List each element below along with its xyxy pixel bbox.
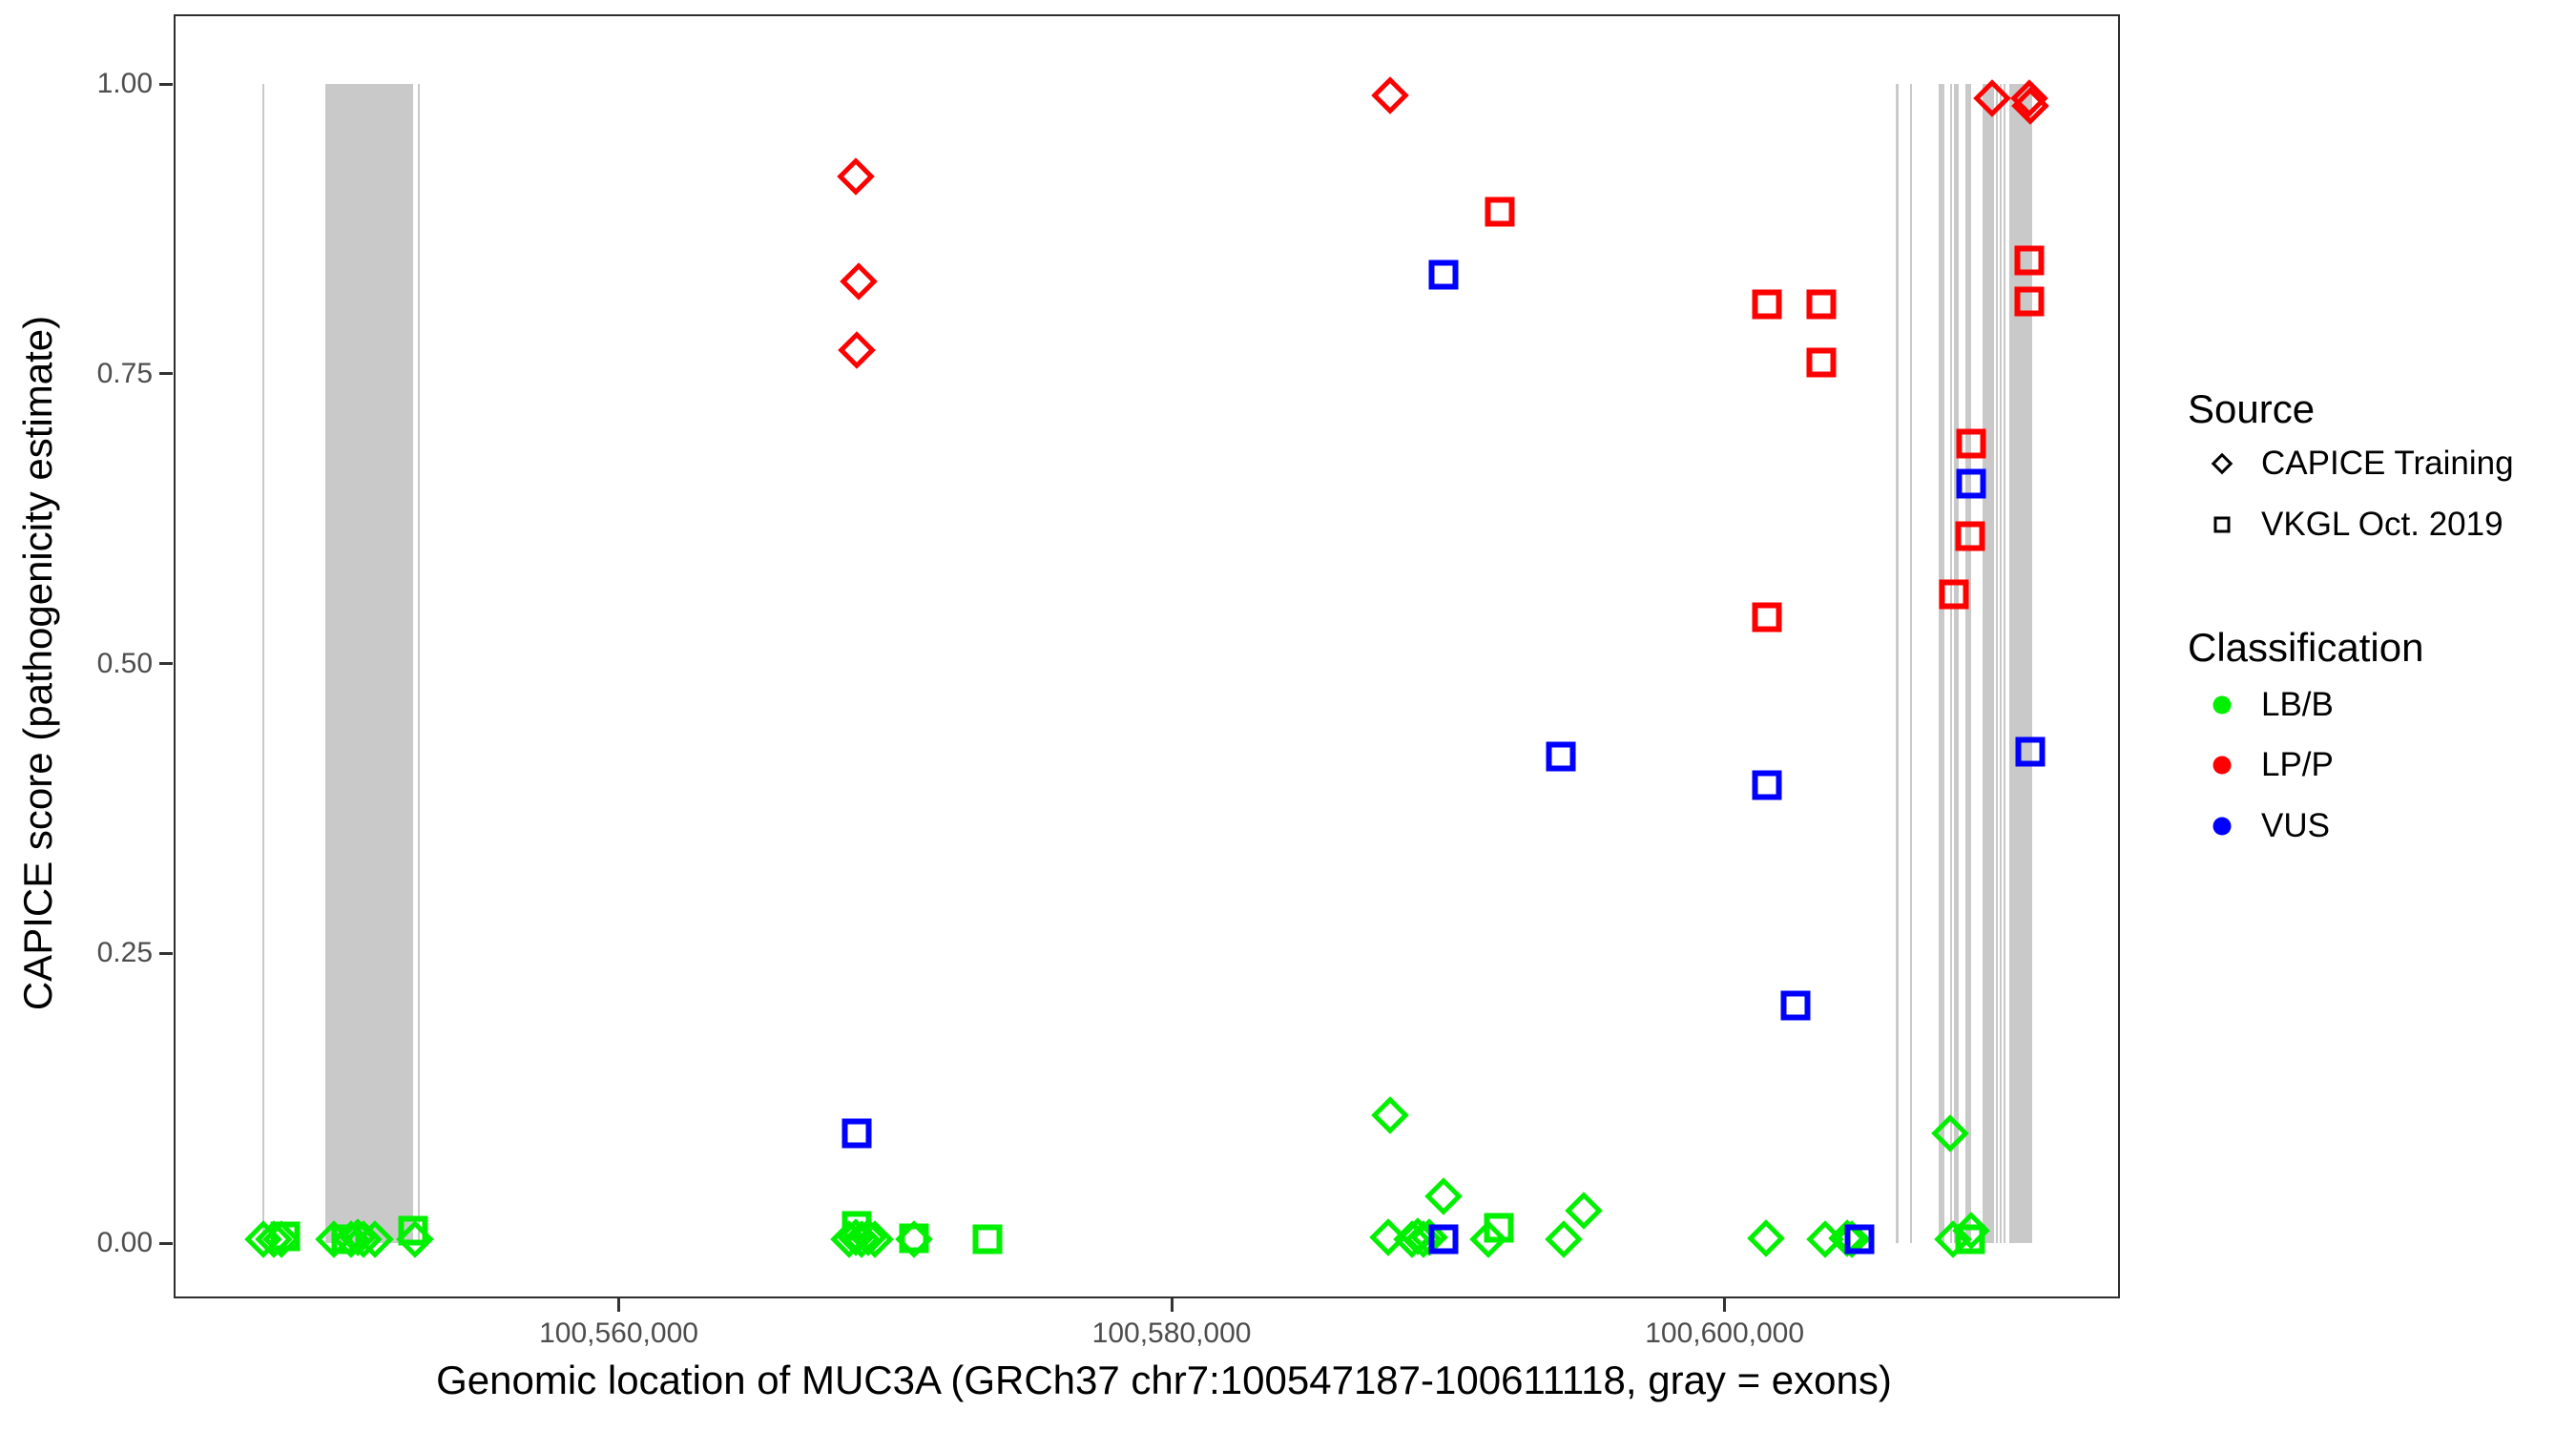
data-point-square bbox=[972, 1224, 1003, 1255]
exon-band bbox=[1895, 84, 1899, 1243]
exon-band bbox=[261, 84, 265, 1243]
y-axis-title: CAPICE score (pathogenicity estimate) bbox=[15, 315, 60, 1011]
y-axis-tick bbox=[159, 951, 173, 955]
data-point-square bbox=[2014, 245, 2045, 276]
vus-dot-icon bbox=[2212, 817, 2232, 836]
legend-item-vus: VUS bbox=[2261, 807, 2330, 844]
data-point-square bbox=[1956, 468, 1986, 499]
data-point-square bbox=[1806, 347, 1837, 378]
plot-panel bbox=[174, 14, 2120, 1298]
lpp-dot-icon bbox=[2212, 756, 2232, 775]
data-point-square bbox=[841, 1211, 872, 1241]
data-point-square bbox=[1428, 1224, 1459, 1255]
legend-item-capice-training: CAPICE Training bbox=[2261, 445, 2514, 482]
y-axis-tick bbox=[159, 372, 173, 376]
y-axis-tick bbox=[159, 82, 173, 86]
data-point-square bbox=[1484, 1213, 1514, 1243]
legend-item-lbb: LB/B bbox=[2261, 686, 2334, 723]
exon-band bbox=[1910, 84, 1913, 1243]
data-point-square bbox=[398, 1215, 428, 1246]
data-point-square bbox=[2014, 286, 2045, 317]
exon-band bbox=[1965, 84, 1972, 1243]
data-point-square bbox=[1806, 289, 1837, 320]
data-point-square bbox=[1546, 741, 1576, 772]
data-point-square bbox=[1956, 428, 1986, 459]
data-point-square bbox=[1428, 259, 1459, 290]
legend-item-vkgl: VKGL Oct. 2019 bbox=[2261, 506, 2503, 543]
data-point-square bbox=[1752, 770, 1782, 800]
exon-band bbox=[1950, 84, 1953, 1243]
exon-band bbox=[1953, 84, 1960, 1243]
x-axis-tick-label: 100,580,000 bbox=[1091, 1317, 1252, 1349]
x-axis-tick bbox=[1170, 1298, 1174, 1312]
exon-band bbox=[2008, 84, 2032, 1243]
x-axis-title: Genomic location of MUC3A (GRCh37 chr7:1… bbox=[436, 1358, 1892, 1402]
exon-band bbox=[418, 84, 421, 1243]
exon-band bbox=[1999, 84, 2003, 1243]
y-axis-tick-label: 0.50 bbox=[96, 647, 153, 679]
legend-item-lpp: LP/P bbox=[2261, 746, 2334, 783]
y-axis-tick bbox=[159, 1241, 173, 1245]
data-point-square bbox=[1955, 521, 1985, 551]
legend-source-title: Source bbox=[2188, 386, 2316, 431]
data-point-square bbox=[1939, 579, 1969, 610]
data-point-square bbox=[270, 1221, 301, 1252]
data-point-square bbox=[1752, 602, 1782, 633]
data-point-square bbox=[1752, 289, 1782, 320]
data-point-square bbox=[899, 1223, 929, 1254]
data-point-square bbox=[1780, 990, 1811, 1021]
data-point-square bbox=[841, 1118, 872, 1149]
y-axis-tick-label: 0.75 bbox=[96, 357, 153, 389]
y-axis-tick-label: 0.25 bbox=[96, 937, 153, 969]
data-point-square bbox=[2015, 736, 2046, 767]
exon-band bbox=[1982, 84, 1994, 1243]
y-axis-tick-label: 0.00 bbox=[96, 1227, 153, 1258]
exon-band bbox=[1995, 84, 1999, 1243]
data-point-square bbox=[1485, 197, 1515, 227]
legend-classification-title: Classification bbox=[2188, 625, 2424, 670]
y-axis-tick bbox=[159, 662, 173, 665]
data-point-square bbox=[331, 1224, 362, 1255]
vkgl-square-icon bbox=[2213, 516, 2231, 533]
lbb-dot-icon bbox=[2212, 695, 2232, 715]
exon-band bbox=[325, 84, 413, 1243]
y-axis-tick-label: 1.00 bbox=[96, 68, 153, 99]
x-axis-tick bbox=[1723, 1298, 1727, 1312]
exon-band bbox=[2004, 84, 2006, 1243]
capice-training-diamond-icon bbox=[2211, 452, 2233, 475]
x-axis-tick-label: 100,560,000 bbox=[539, 1317, 698, 1349]
x-axis-tick bbox=[617, 1298, 621, 1312]
data-point-square bbox=[1844, 1224, 1875, 1255]
exon-band bbox=[1938, 84, 1944, 1243]
x-axis-tick-label: 100,600,000 bbox=[1645, 1317, 1805, 1349]
data-point-square bbox=[1955, 1224, 1985, 1255]
